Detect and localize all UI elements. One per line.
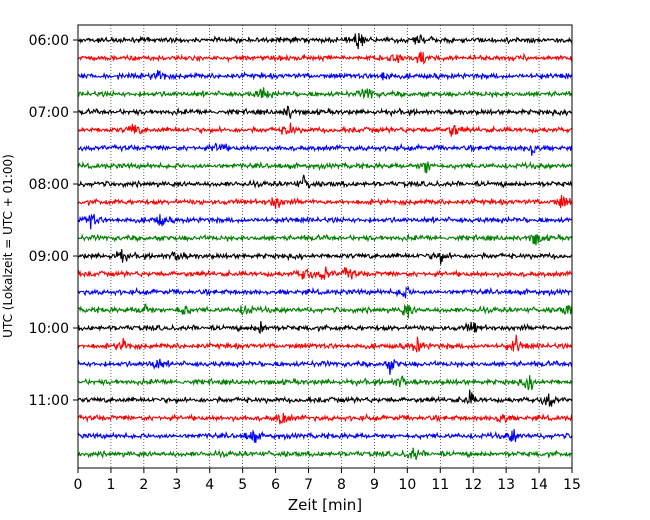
x-tick-label: 4: [205, 477, 214, 493]
x-tick-label: 1: [106, 477, 115, 493]
trace-1115: [77, 412, 573, 425]
traces: [77, 32, 573, 460]
x-tick-label: 12: [464, 477, 482, 493]
trace-0745: [77, 160, 573, 174]
x-axis: 0 1 2 3 4 5 6 7 8 9 10 11 12 13 14 15: [74, 468, 581, 493]
trace-0900: [77, 249, 573, 265]
x-tick-label: 14: [530, 477, 548, 493]
x-tick-label: 2: [139, 477, 148, 493]
trace-1015: [77, 334, 573, 353]
trace-0930: [77, 285, 573, 299]
trace-0915: [77, 266, 572, 280]
x-tick-label: 8: [337, 477, 346, 493]
trace-1000: [77, 321, 573, 335]
x-axis-label: Zeit [min]: [288, 496, 362, 514]
x-tick-label: 3: [172, 477, 181, 493]
trace-1100: [77, 389, 573, 408]
trace-1130: [77, 428, 573, 443]
trace-0800: [77, 174, 573, 189]
x-tick-label: 5: [238, 477, 247, 493]
trace-0600: [77, 32, 573, 50]
trace-0615: [77, 51, 573, 65]
y-tick-label: 08:00: [29, 177, 69, 193]
x-tick-label: 7: [304, 477, 313, 493]
y-tick-label: 07:00: [29, 105, 69, 121]
trace-1030: [77, 358, 573, 375]
trace-0830: [77, 213, 573, 230]
y-tick-label: 06:00: [29, 33, 69, 49]
trace-0645: [77, 87, 573, 100]
x-tick-label: 13: [497, 477, 515, 493]
y-tick-label: 11:00: [29, 393, 69, 409]
trace-0730: [77, 142, 573, 156]
x-tick-label: 11: [431, 477, 449, 493]
trace-0630: [77, 70, 573, 81]
plot-area: [77, 24, 573, 469]
x-tick-label: 9: [370, 477, 379, 493]
trace-0845: [77, 233, 573, 246]
trace-1145: [77, 447, 573, 460]
y-tick-label: 09:00: [29, 249, 69, 265]
x-tick-label: 0: [74, 477, 83, 493]
x-tick-label: 6: [271, 477, 280, 493]
trace-0945: [77, 303, 573, 319]
x-tick-label: 10: [398, 477, 416, 493]
trace-0700: [77, 105, 573, 119]
trace-1045: [77, 375, 573, 391]
y-tick-label: 10:00: [29, 321, 69, 337]
trace-0815: [77, 195, 573, 209]
x-tick-label: 15: [563, 477, 581, 493]
trace-0715: [77, 122, 573, 137]
y-axis: 06:00 07:00 08:00 09:00 10:00 11:00: [29, 33, 78, 409]
y-axis-label: UTC (Lokalzeit = UTC + 01:00): [1, 154, 15, 338]
